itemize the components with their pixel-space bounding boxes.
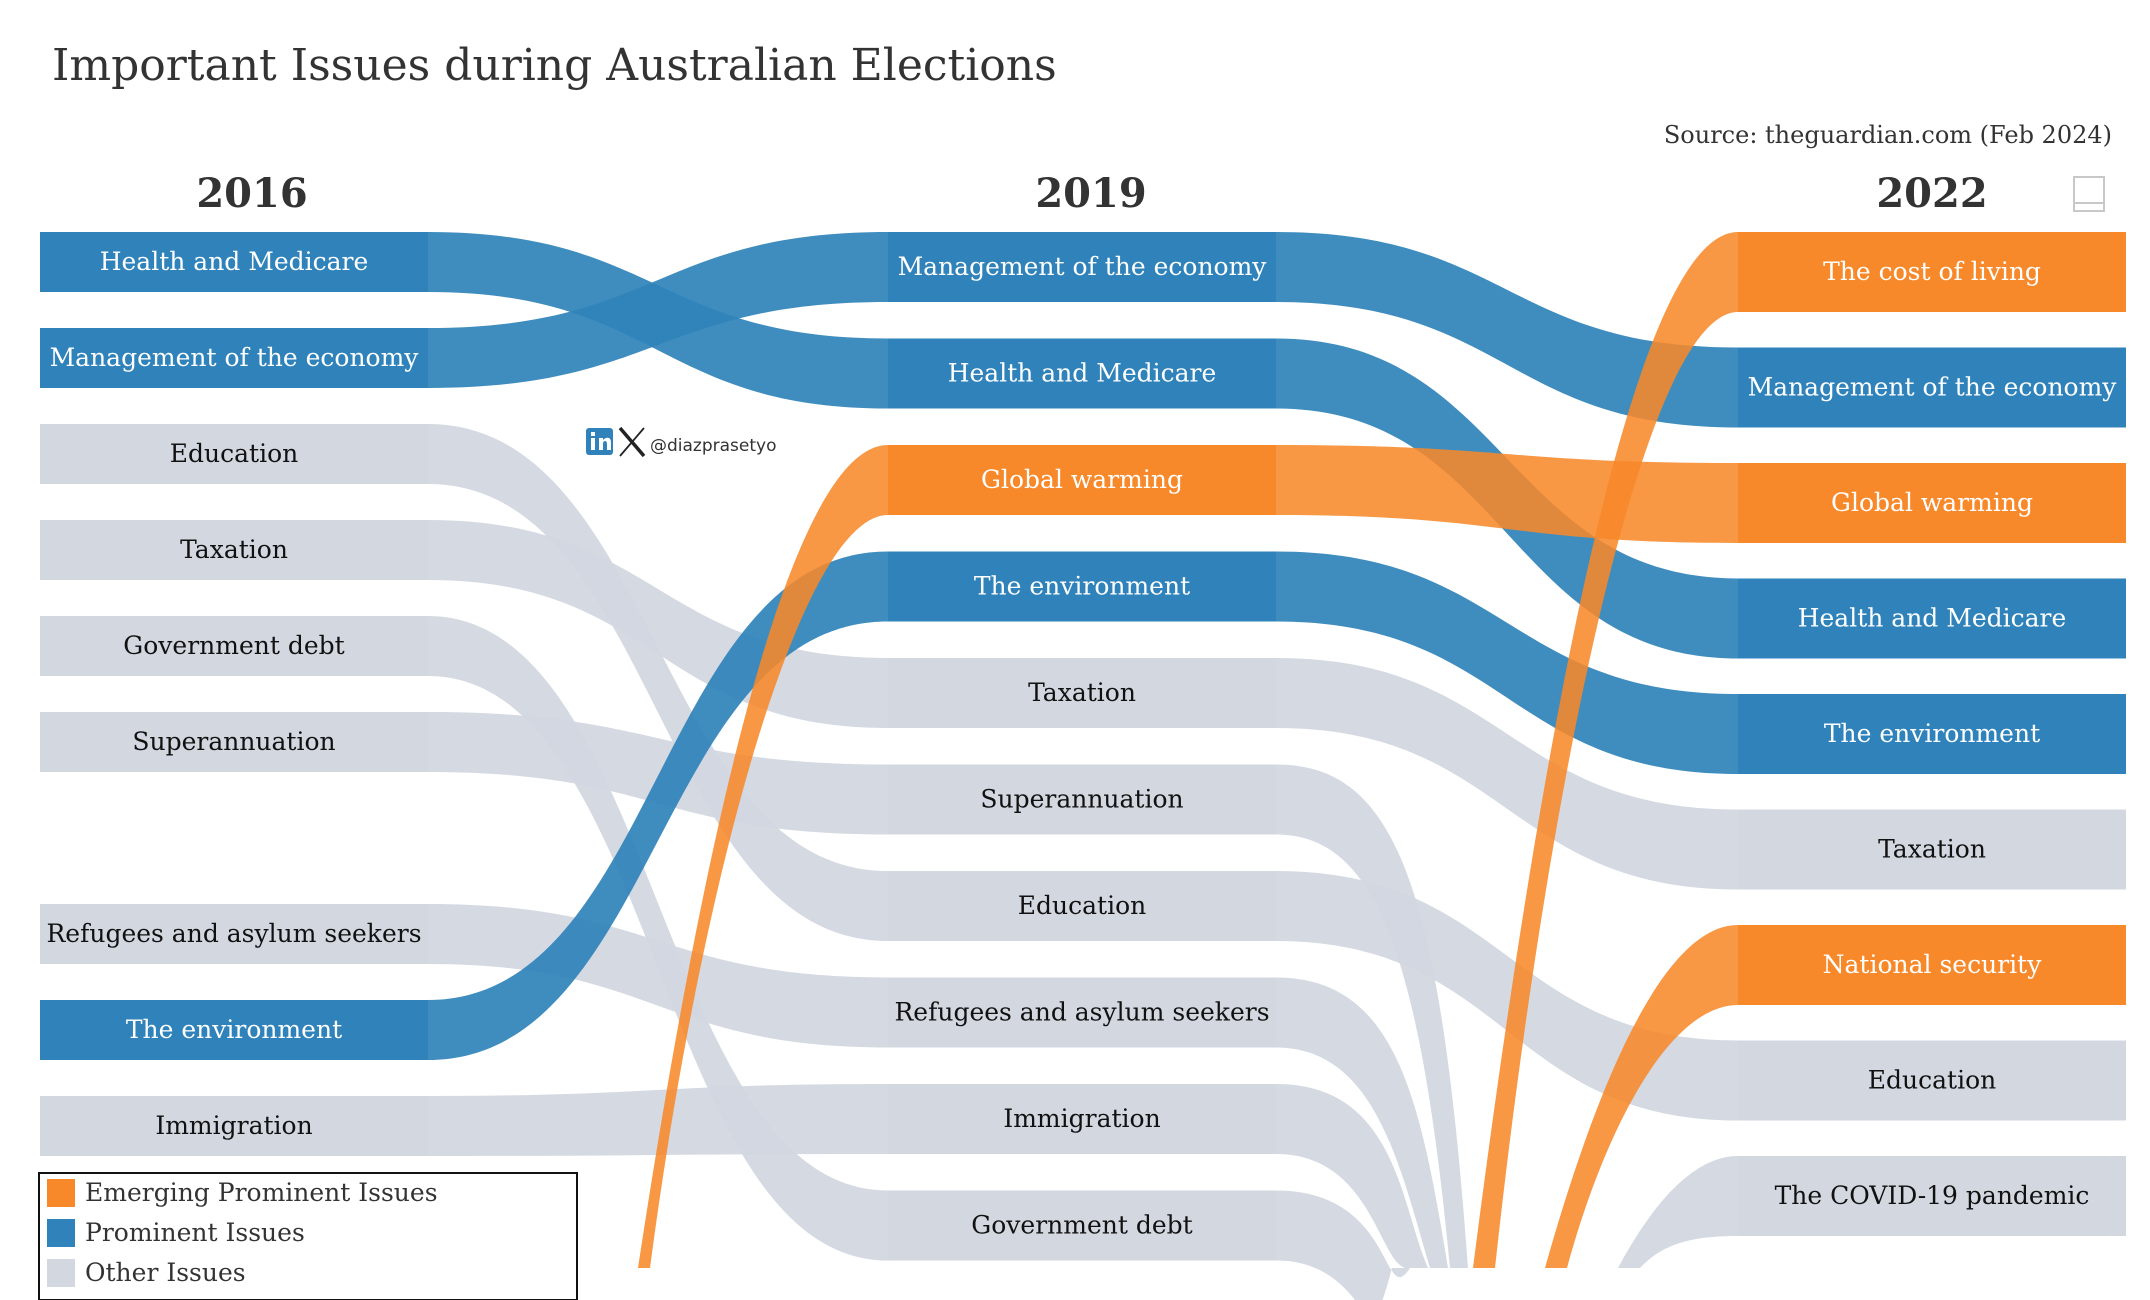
node-layer: Health and Medicare Management of the eco… — [40, 232, 2126, 1261]
node-2022-the-environment[interactable] — [1738, 694, 2126, 774]
flow-2019-2022-global-warming — [1276, 445, 1738, 543]
node-2016-taxation[interactable] — [40, 520, 428, 580]
credit-handle: @diazprasetyo — [650, 436, 777, 456]
node-label-2022-education: Education — [1868, 1066, 1996, 1095]
toggle-square-icon[interactable] — [2073, 176, 2105, 212]
node-label-2016-immigration: Immigration — [155, 1111, 312, 1140]
flow-2019-2022-the-environment — [1276, 551, 1738, 774]
node-2019-health-and-medicare[interactable] — [888, 338, 1276, 409]
node-label-2019-taxation: Taxation — [1028, 678, 1136, 707]
node-label-2022-the-environment: The environment — [1824, 719, 2040, 748]
node-label-2016-education: Education — [170, 439, 298, 468]
source-note: Source: theguardian.com (Feb 2024) — [1664, 121, 2112, 149]
node-label-2016-health-and-medicare: Health and Medicare — [100, 247, 369, 276]
node-label-2019-immigration: Immigration — [1003, 1104, 1160, 1133]
node-label-2016-taxation: Taxation — [180, 535, 288, 564]
node-label-2019-superannuation: Superannuation — [980, 785, 1183, 814]
node-2022-national-security[interactable] — [1738, 925, 2126, 1005]
legend-box — [38, 1172, 578, 1300]
node-2019-management-of-the-economy[interactable] — [888, 232, 1276, 302]
flow-new-2022-the-covid-19-pandemic — [1618, 1156, 1738, 1268]
node-label-2019-global-warming: Global warming — [981, 465, 1183, 494]
node-2019-education[interactable] — [888, 871, 1276, 941]
node-2016-education[interactable] — [40, 424, 428, 484]
node-label-2019-refugees-and-asylum-seekers: Refugees and asylum seekers — [894, 998, 1269, 1027]
chart-title: Important Issues during Australian Elect… — [52, 40, 1057, 91]
legend: Emerging Prominent Issues Prominent Issu… — [38, 1172, 578, 1300]
flow-2019-out-superannuation — [1276, 764, 1468, 1268]
node-label-2019-management-of-the-economy: Management of the economy — [898, 252, 1268, 281]
node-2016-the-environment[interactable] — [40, 1000, 428, 1060]
node-label-2022-health-and-medicare: Health and Medicare — [1798, 604, 2067, 633]
node-2022-health-and-medicare[interactable] — [1738, 578, 2126, 659]
year-label-2019: 2019 — [1035, 170, 1146, 217]
flow-2016-2019-government-debt — [428, 616, 888, 1261]
node-label-2019-the-environment: The environment — [974, 572, 1190, 601]
flow-2019-out-refugees-and-asylum-seekers — [1276, 977, 1448, 1268]
node-label-2022-global-warming: Global warming — [1831, 488, 2033, 517]
legend-swatch-emerging — [47, 1179, 75, 1207]
linkedin-icon-mark-i — [591, 438, 595, 450]
node-2019-government-debt[interactable] — [888, 1190, 1276, 1261]
node-2022-taxation[interactable] — [1738, 809, 2126, 890]
node-2016-management-of-the-economy[interactable] — [40, 328, 428, 388]
x-icon — [618, 426, 646, 458]
node-label-2016-management-of-the-economy: Management of the economy — [50, 343, 420, 372]
flow-2016-2019-immigration — [428, 1084, 888, 1156]
legend-swatch-other — [47, 1259, 75, 1287]
node-2016-health-and-medicare[interactable] — [40, 232, 428, 292]
linkedin-icon-mark-n — [599, 437, 611, 450]
node-2022-education[interactable] — [1738, 1040, 2126, 1121]
legend-swatch-prominent — [47, 1219, 75, 1247]
node-2022-the-cost-of-living[interactable] — [1738, 232, 2126, 312]
node-2019-global-warming[interactable] — [888, 445, 1276, 515]
node-label-2022-the-covid-19-pandemic: The COVID-19 pandemic — [1775, 1181, 2090, 1210]
node-2019-taxation[interactable] — [888, 658, 1276, 728]
node-2019-refugees-and-asylum-seekers[interactable] — [888, 977, 1276, 1048]
legend-label-other: Other Issues — [85, 1258, 246, 1287]
flow-2016-2019-refugees-and-asylum-seekers — [428, 904, 888, 1048]
legend-label-emerging: Emerging Prominent Issues — [85, 1178, 438, 1207]
node-label-2016-refugees-and-asylum-seekers: Refugees and asylum seekers — [46, 919, 421, 948]
credit-badge: @diazprasetyo — [586, 426, 777, 458]
node-2019-the-environment[interactable] — [888, 551, 1276, 622]
flow-2019-out-immigration — [1276, 1084, 1428, 1269]
node-2016-refugees-and-asylum-seekers[interactable] — [40, 904, 428, 964]
flow-2019-out-government-debt — [1276, 1190, 1410, 1300]
node-2016-immigration[interactable] — [40, 1096, 428, 1156]
flow-new-2022-national-security — [1545, 925, 1738, 1268]
node-label-2019-education: Education — [1018, 891, 1146, 920]
node-2022-the-covid-19-pandemic[interactable] — [1738, 1156, 2126, 1236]
node-label-2019-government-debt: Government debt — [971, 1211, 1192, 1240]
legend-label-prominent: Prominent Issues — [85, 1218, 305, 1247]
node-label-2022-national-security: National security — [1823, 950, 2043, 979]
flow-2016-2019-superannuation — [428, 712, 888, 835]
flow-new-2022-the-cost-of-living — [1473, 232, 1738, 1268]
linkedin-icon-mark-dot — [591, 432, 595, 436]
node-label-2019-health-and-medicare: Health and Medicare — [948, 359, 1217, 388]
flow-2019-2022-management-of-the-economy — [1276, 232, 1738, 428]
node-2019-immigration[interactable] — [888, 1084, 1276, 1154]
node-2016-superannuation[interactable] — [40, 712, 428, 772]
flow-2019-2022-taxation — [1276, 658, 1738, 890]
flow-2016-2019-education — [428, 424, 888, 941]
link-layer — [428, 232, 1738, 1300]
node-label-2016-government-debt: Government debt — [123, 631, 344, 660]
flow-2016-2019-management-of-the-economy — [428, 232, 888, 388]
year-label-2016: 2016 — [196, 170, 307, 217]
node-label-2022-management-of-the-economy: Management of the economy — [1748, 373, 2118, 402]
node-label-2022-the-cost-of-living: The cost of living — [1823, 257, 2041, 286]
node-2019-superannuation[interactable] — [888, 764, 1276, 835]
node-2022-management-of-the-economy[interactable] — [1738, 347, 2126, 428]
flow-2016-2019-the-environment — [428, 551, 888, 1060]
node-2016-government-debt[interactable] — [40, 616, 428, 676]
node-label-2016-the-environment: The environment — [126, 1015, 342, 1044]
year-label-2022: 2022 — [1876, 170, 1987, 217]
node-2022-global-warming[interactable] — [1738, 463, 2126, 543]
node-label-2016-superannuation: Superannuation — [132, 727, 335, 756]
node-label-2022-taxation: Taxation — [1878, 835, 1986, 864]
